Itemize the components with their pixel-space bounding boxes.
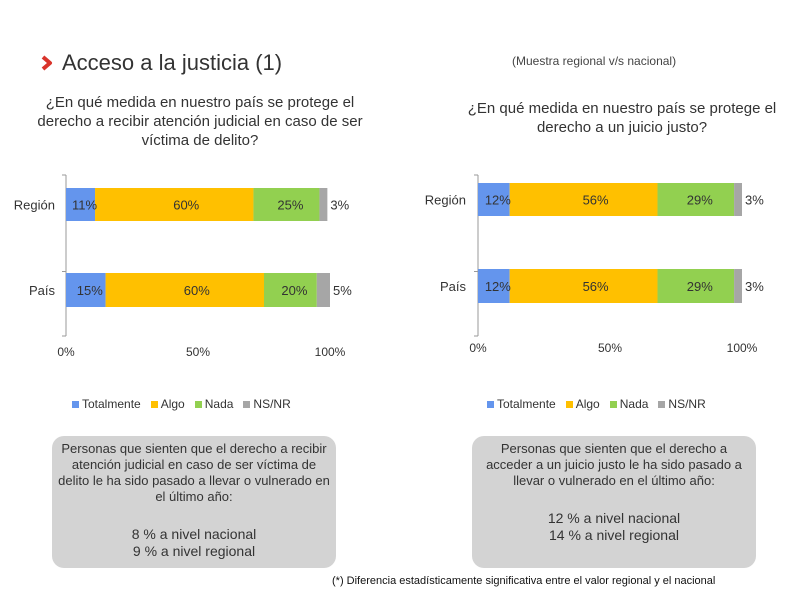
left-bar-nsnr-region bbox=[319, 188, 328, 221]
left-info-national: 8 % a nivel nacional bbox=[131, 526, 257, 542]
right-bar-nada-pais bbox=[657, 269, 735, 303]
left-data-label: 60% bbox=[173, 198, 199, 213]
right-info-box: Personas que sienten que el derecho a ac… bbox=[472, 436, 756, 568]
right-chart-legend: Totalmente Algo Nada NS/NR bbox=[487, 397, 706, 411]
right-bar-totalmente-region bbox=[478, 183, 510, 216]
left-data-label: 15% bbox=[77, 283, 103, 298]
left-data-label: 60% bbox=[184, 283, 210, 298]
legend-swatch-nsnr bbox=[243, 400, 251, 408]
right-category-label: País bbox=[440, 279, 467, 294]
legend-swatch-totalmente bbox=[72, 400, 79, 408]
legend-item-totalmente: Totalmente bbox=[487, 397, 556, 411]
legend-label: Totalmente bbox=[82, 397, 141, 411]
legend-item-nsnr: NS/NR bbox=[243, 397, 291, 411]
legend-label: NS/NR bbox=[253, 397, 291, 411]
right-data-label: 12% bbox=[485, 279, 511, 294]
right-bar-nsnr-region bbox=[734, 183, 742, 216]
right-data-label: 56% bbox=[583, 193, 609, 208]
page-subtitle: (Muestra regional v/s nacional) bbox=[512, 54, 677, 68]
left-bar-algo-region bbox=[95, 188, 254, 221]
right-data-label: 12% bbox=[485, 193, 511, 208]
left-chart-legend: Totalmente Algo Nada NS/NR bbox=[72, 397, 291, 411]
right-bar-algo-pais bbox=[509, 269, 658, 303]
legend-swatch-algo bbox=[565, 400, 573, 408]
left-x-tick-label: 50% bbox=[186, 345, 210, 359]
right-data-label: 3% bbox=[745, 279, 764, 294]
legend-item-nada: Nada bbox=[194, 397, 234, 411]
right-x-tick-label: 100% bbox=[727, 341, 758, 355]
left-bar-nsnr-pais bbox=[316, 273, 330, 307]
left-info-text: Personas que sienten que el derecho a re… bbox=[58, 441, 330, 504]
left-data-label: 25% bbox=[277, 198, 303, 213]
right-bar-algo-region bbox=[509, 183, 658, 216]
right-data-label: 3% bbox=[745, 193, 764, 208]
legend-label: Totalmente bbox=[497, 397, 556, 411]
right-info-text: Personas que sienten que el derecho a ac… bbox=[486, 441, 742, 488]
left-category-label: Región bbox=[14, 198, 55, 213]
legend-swatch-algo bbox=[150, 400, 158, 408]
right-x-tick-label: 50% bbox=[598, 341, 622, 355]
legend-swatch-nada bbox=[194, 400, 202, 408]
right-x-tick-label: 0% bbox=[469, 341, 487, 355]
left-data-label: 3% bbox=[330, 198, 349, 213]
left-bar-algo-pais bbox=[105, 273, 264, 307]
right-chart-question: ¿En qué medida en nuestro país se proteg… bbox=[467, 100, 777, 136]
left-x-tick-label: 100% bbox=[315, 345, 346, 359]
left-info-values: 8 % a nivel nacional 9 % a nivel regiona… bbox=[52, 526, 336, 560]
chevron-right-icon bbox=[41, 55, 52, 71]
right-data-label: 56% bbox=[583, 279, 609, 294]
legend-label: Algo bbox=[575, 397, 600, 411]
page-header: Acceso a la justicia (1) bbox=[40, 50, 282, 76]
left-x-tick-label: 0% bbox=[57, 345, 75, 359]
right-info-regional: 14 % a nivel regional bbox=[549, 527, 679, 543]
legend-swatch-nada bbox=[609, 400, 617, 408]
page-title: Acceso a la justicia (1) bbox=[62, 50, 283, 75]
left-bar-nada-region bbox=[253, 188, 320, 221]
right-info-values: 12 % a nivel nacional 14 % a nivel regio… bbox=[472, 510, 756, 544]
right-bar-totalmente-pais bbox=[478, 269, 510, 303]
right-data-label: 29% bbox=[687, 279, 713, 294]
left-category-label: País bbox=[29, 283, 56, 298]
right-data-label: 29% bbox=[687, 193, 713, 208]
footnote: (*) Diferencia estadísticamente signific… bbox=[332, 575, 716, 587]
left-bar-totalmente-region bbox=[66, 188, 96, 221]
legend-label: Algo bbox=[160, 397, 185, 411]
left-chart-question: ¿En qué medida en nuestro país se proteg… bbox=[37, 94, 363, 149]
right-category-label: Región bbox=[425, 193, 466, 208]
legend-item-algo: Algo bbox=[150, 397, 185, 411]
legend-item-nada: Nada bbox=[609, 397, 649, 411]
legend-item-totalmente: Totalmente bbox=[72, 397, 141, 411]
left-info-regional: 9 % a nivel regional bbox=[132, 543, 256, 559]
right-bar-nsnr-pais bbox=[734, 269, 742, 303]
legend-label: Nada bbox=[619, 397, 649, 411]
legend-swatch-totalmente bbox=[487, 400, 494, 408]
left-data-label: 11% bbox=[72, 198, 97, 213]
left-bar-nada-pais bbox=[264, 273, 317, 307]
right-info-national: 12 % a nivel nacional bbox=[547, 510, 681, 526]
right-bar-nada-region bbox=[657, 183, 735, 216]
left-data-label: 20% bbox=[281, 283, 307, 298]
legend-item-algo: Algo bbox=[565, 397, 600, 411]
legend-swatch-nsnr bbox=[658, 400, 666, 408]
legend-label: NS/NR bbox=[668, 397, 706, 411]
legend-label: Nada bbox=[204, 397, 234, 411]
left-data-label: 5% bbox=[333, 283, 352, 298]
left-bar-totalmente-pais bbox=[66, 273, 106, 307]
legend-item-nsnr: NS/NR bbox=[658, 397, 706, 411]
left-info-box: Personas que sienten que el derecho a re… bbox=[52, 436, 336, 568]
